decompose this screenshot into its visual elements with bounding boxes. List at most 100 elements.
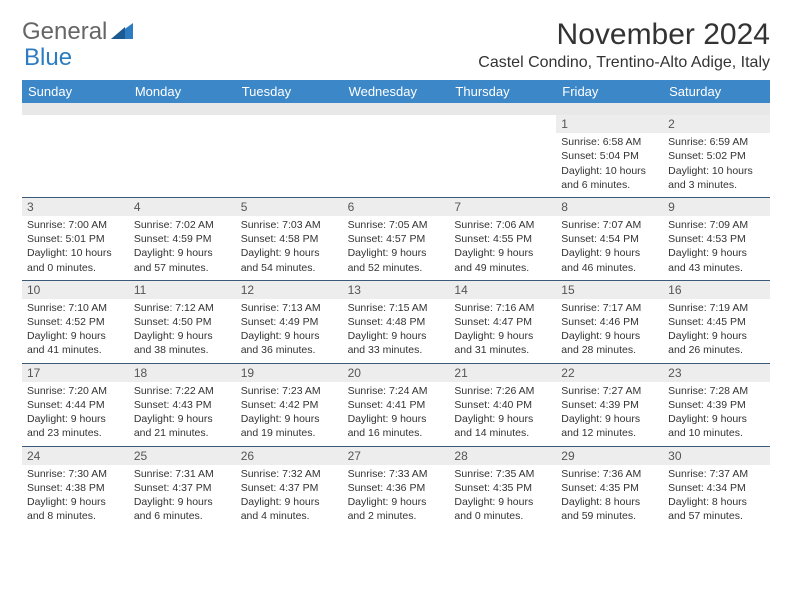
sunrise-text: Sunrise: 7:32 AM bbox=[241, 467, 338, 481]
weekday-header: Monday bbox=[129, 80, 236, 103]
weeks-container: 1Sunrise: 6:58 AMSunset: 5:04 PMDaylight… bbox=[22, 115, 770, 528]
sunrise-text: Sunrise: 7:27 AM bbox=[561, 384, 658, 398]
sunrise-text: Sunrise: 7:37 AM bbox=[668, 467, 765, 481]
logo-text-2: Blue bbox=[24, 44, 72, 72]
week-row: 10 Sunrise: 7:10 AMSunset: 4:52 PM Dayligh… bbox=[22, 280, 770, 363]
daylight-text: Daylight: 9 hours and 21 minutes. bbox=[134, 412, 231, 440]
weekday-header: Saturday bbox=[663, 80, 770, 103]
sunrise-text: Sunrise: 7:28 AM bbox=[668, 384, 765, 398]
day-cell: 27Sunrise: 7:33 AMSunset: 4:36 PMDayligh… bbox=[343, 447, 450, 529]
daylight-text: Daylight: 9 hours and 31 minutes. bbox=[454, 329, 551, 357]
daylight-text: Daylight: 9 hours and 57 minutes. bbox=[134, 246, 231, 274]
day-cell: 19Sunrise: 7:23 AMSunset: 4:42 PMDayligh… bbox=[236, 364, 343, 446]
daylight-text: Daylight: 8 hours and 59 minutes. bbox=[561, 495, 658, 523]
daylight-text: Daylight: 9 hours and 12 minutes. bbox=[561, 412, 658, 440]
day-cell: 2Sunrise: 6:59 AMSunset: 5:02 PMDaylight… bbox=[663, 115, 770, 197]
daylight-text: Daylight: 9 hours and 23 minutes. bbox=[27, 412, 124, 440]
day-number: 16 bbox=[663, 281, 770, 299]
logo-line2: Blue bbox=[24, 44, 72, 72]
sunrise-text: Sunrise: 7:09 AM bbox=[668, 218, 765, 232]
day-cell bbox=[449, 115, 556, 197]
sunset-text: Sunset: 4:42 PM bbox=[241, 398, 338, 412]
daylight-text: Daylight: 9 hours and 49 minutes. bbox=[454, 246, 551, 274]
title-block: November 2024 Castel Condino, Trentino-A… bbox=[478, 18, 770, 72]
sunrise-text: Sunrise: 7:12 AM bbox=[134, 301, 231, 315]
weekday-header: Tuesday bbox=[236, 80, 343, 103]
day-number: 7 bbox=[449, 198, 556, 216]
sunset-text: Sunset: 4:48 PM bbox=[348, 315, 445, 329]
day-cell: 7Sunrise: 7:06 AMSunset: 4:55 PMDaylight… bbox=[449, 198, 556, 280]
sunset-text: Sunset: 4:54 PM bbox=[561, 232, 658, 246]
day-number: 27 bbox=[343, 447, 450, 465]
day-number: 12 bbox=[236, 281, 343, 299]
day-number: 10 bbox=[22, 281, 129, 299]
sunset-text: Sunset: 4:53 PM bbox=[668, 232, 765, 246]
day-cell: 20 Sunrise: 7:24 AMSunset: 4:41 PMDayligh… bbox=[343, 364, 450, 446]
weekday-header-row: Sunday Monday Tuesday Wednesday Thursday… bbox=[22, 80, 770, 103]
calendar-page: General November 2024 Castel Condino, Tr… bbox=[0, 0, 792, 538]
sunrise-text: Sunrise: 7:30 AM bbox=[27, 467, 124, 481]
day-cell: 23Sunrise: 7:28 AMSunset: 4:39 PMDayligh… bbox=[663, 364, 770, 446]
sunset-text: Sunset: 4:43 PM bbox=[134, 398, 231, 412]
sunset-text: Sunset: 4:41 PM bbox=[348, 398, 445, 412]
location-subtitle: Castel Condino, Trentino-Alto Adige, Ita… bbox=[478, 54, 770, 72]
sunrise-text: Sunrise: 7:05 AM bbox=[348, 218, 445, 232]
sunset-text: Sunset: 5:02 PM bbox=[668, 149, 765, 163]
logo: General bbox=[22, 18, 135, 46]
sunrise-text: Sunrise: 7:33 AM bbox=[348, 467, 445, 481]
day-cell: 25Sunrise: 7:31 AMSunset: 4:37 PMDayligh… bbox=[129, 447, 236, 529]
daylight-text: Daylight: 9 hours and 14 minutes. bbox=[454, 412, 551, 440]
day-number: 25 bbox=[129, 447, 236, 465]
weekday-header: Wednesday bbox=[343, 80, 450, 103]
sunset-text: Sunset: 4:36 PM bbox=[348, 481, 445, 495]
daylight-text: Daylight: 10 hours and 6 minutes. bbox=[561, 164, 658, 192]
sunset-text: Sunset: 4:39 PM bbox=[561, 398, 658, 412]
sunrise-text: Sunrise: 7:10 AM bbox=[27, 301, 124, 315]
logo-triangle-icon bbox=[109, 18, 133, 46]
day-cell: 16Sunrise: 7:19 AMSunset: 4:45 PMDayligh… bbox=[663, 281, 770, 363]
day-cell: 14Sunrise: 7:16 AMSunset: 4:47 PMDayligh… bbox=[449, 281, 556, 363]
page-header: General November 2024 Castel Condino, Tr… bbox=[22, 18, 770, 72]
daylight-text: Daylight: 8 hours and 57 minutes. bbox=[668, 495, 765, 523]
weekday-header: Thursday bbox=[449, 80, 556, 103]
day-cell bbox=[343, 115, 450, 197]
day-cell: 1Sunrise: 6:58 AMSunset: 5:04 PMDaylight… bbox=[556, 115, 663, 197]
day-number: 14 bbox=[449, 281, 556, 299]
sunrise-text: Sunrise: 7:13 AM bbox=[241, 301, 338, 315]
day-cell: 11Sunrise: 7:12 AMSunset: 4:50 PMDayligh… bbox=[129, 281, 236, 363]
sunrise-text: Sunrise: 7:16 AM bbox=[454, 301, 551, 315]
day-cell: 10Sunrise: 7:10 AMSunset: 4:52 PMDayligh… bbox=[22, 281, 129, 363]
day-cell: 29Sunrise: 7:36 AMSunset: 4:35 PMDayligh… bbox=[556, 447, 663, 529]
day-number: 3 bbox=[22, 198, 129, 216]
daylight-text: Daylight: 9 hours and 16 minutes. bbox=[348, 412, 445, 440]
day-number: 6 bbox=[343, 198, 450, 216]
day-number: 15 bbox=[556, 281, 663, 299]
daylight-text: Daylight: 9 hours and 33 minutes. bbox=[348, 329, 445, 357]
sunset-text: Sunset: 4:39 PM bbox=[668, 398, 765, 412]
day-number: 29 bbox=[556, 447, 663, 465]
day-number: 13 bbox=[343, 281, 450, 299]
sunset-text: Sunset: 4:58 PM bbox=[241, 232, 338, 246]
day-number: 8 bbox=[556, 198, 663, 216]
day-cell: 22Sunrise: 7:27 AMSunset: 4:39 PMDayligh… bbox=[556, 364, 663, 446]
daylight-text: Daylight: 9 hours and 6 minutes. bbox=[134, 495, 231, 523]
logo-text-1: General bbox=[22, 18, 107, 46]
day-cell: 15Sunrise: 7:17 AMSunset: 4:46 PMDayligh… bbox=[556, 281, 663, 363]
sunrise-text: Sunrise: 6:59 AM bbox=[668, 135, 765, 149]
subheader-strip bbox=[22, 103, 770, 115]
daylight-text: Daylight: 9 hours and 4 minutes. bbox=[241, 495, 338, 523]
sunrise-text: Sunrise: 6:58 AM bbox=[561, 135, 658, 149]
daylight-text: Daylight: 9 hours and 19 minutes. bbox=[241, 412, 338, 440]
day-cell: 3Sunrise: 7:00 AMSunset: 5:01 PMDaylight… bbox=[22, 198, 129, 280]
day-number: 20 bbox=[343, 364, 450, 382]
month-title: November 2024 bbox=[478, 18, 770, 52]
daylight-text: Daylight: 9 hours and 38 minutes. bbox=[134, 329, 231, 357]
sunset-text: Sunset: 4:34 PM bbox=[668, 481, 765, 495]
day-number: 17 bbox=[22, 364, 129, 382]
sunset-text: Sunset: 4:44 PM bbox=[27, 398, 124, 412]
sunset-text: Sunset: 4:52 PM bbox=[27, 315, 124, 329]
sunset-text: Sunset: 4:35 PM bbox=[454, 481, 551, 495]
sunset-text: Sunset: 4:37 PM bbox=[241, 481, 338, 495]
sunrise-text: Sunrise: 7:24 AM bbox=[348, 384, 445, 398]
day-cell: 30Sunrise: 7:37 AMSunset: 4:34 PMDayligh… bbox=[663, 447, 770, 529]
